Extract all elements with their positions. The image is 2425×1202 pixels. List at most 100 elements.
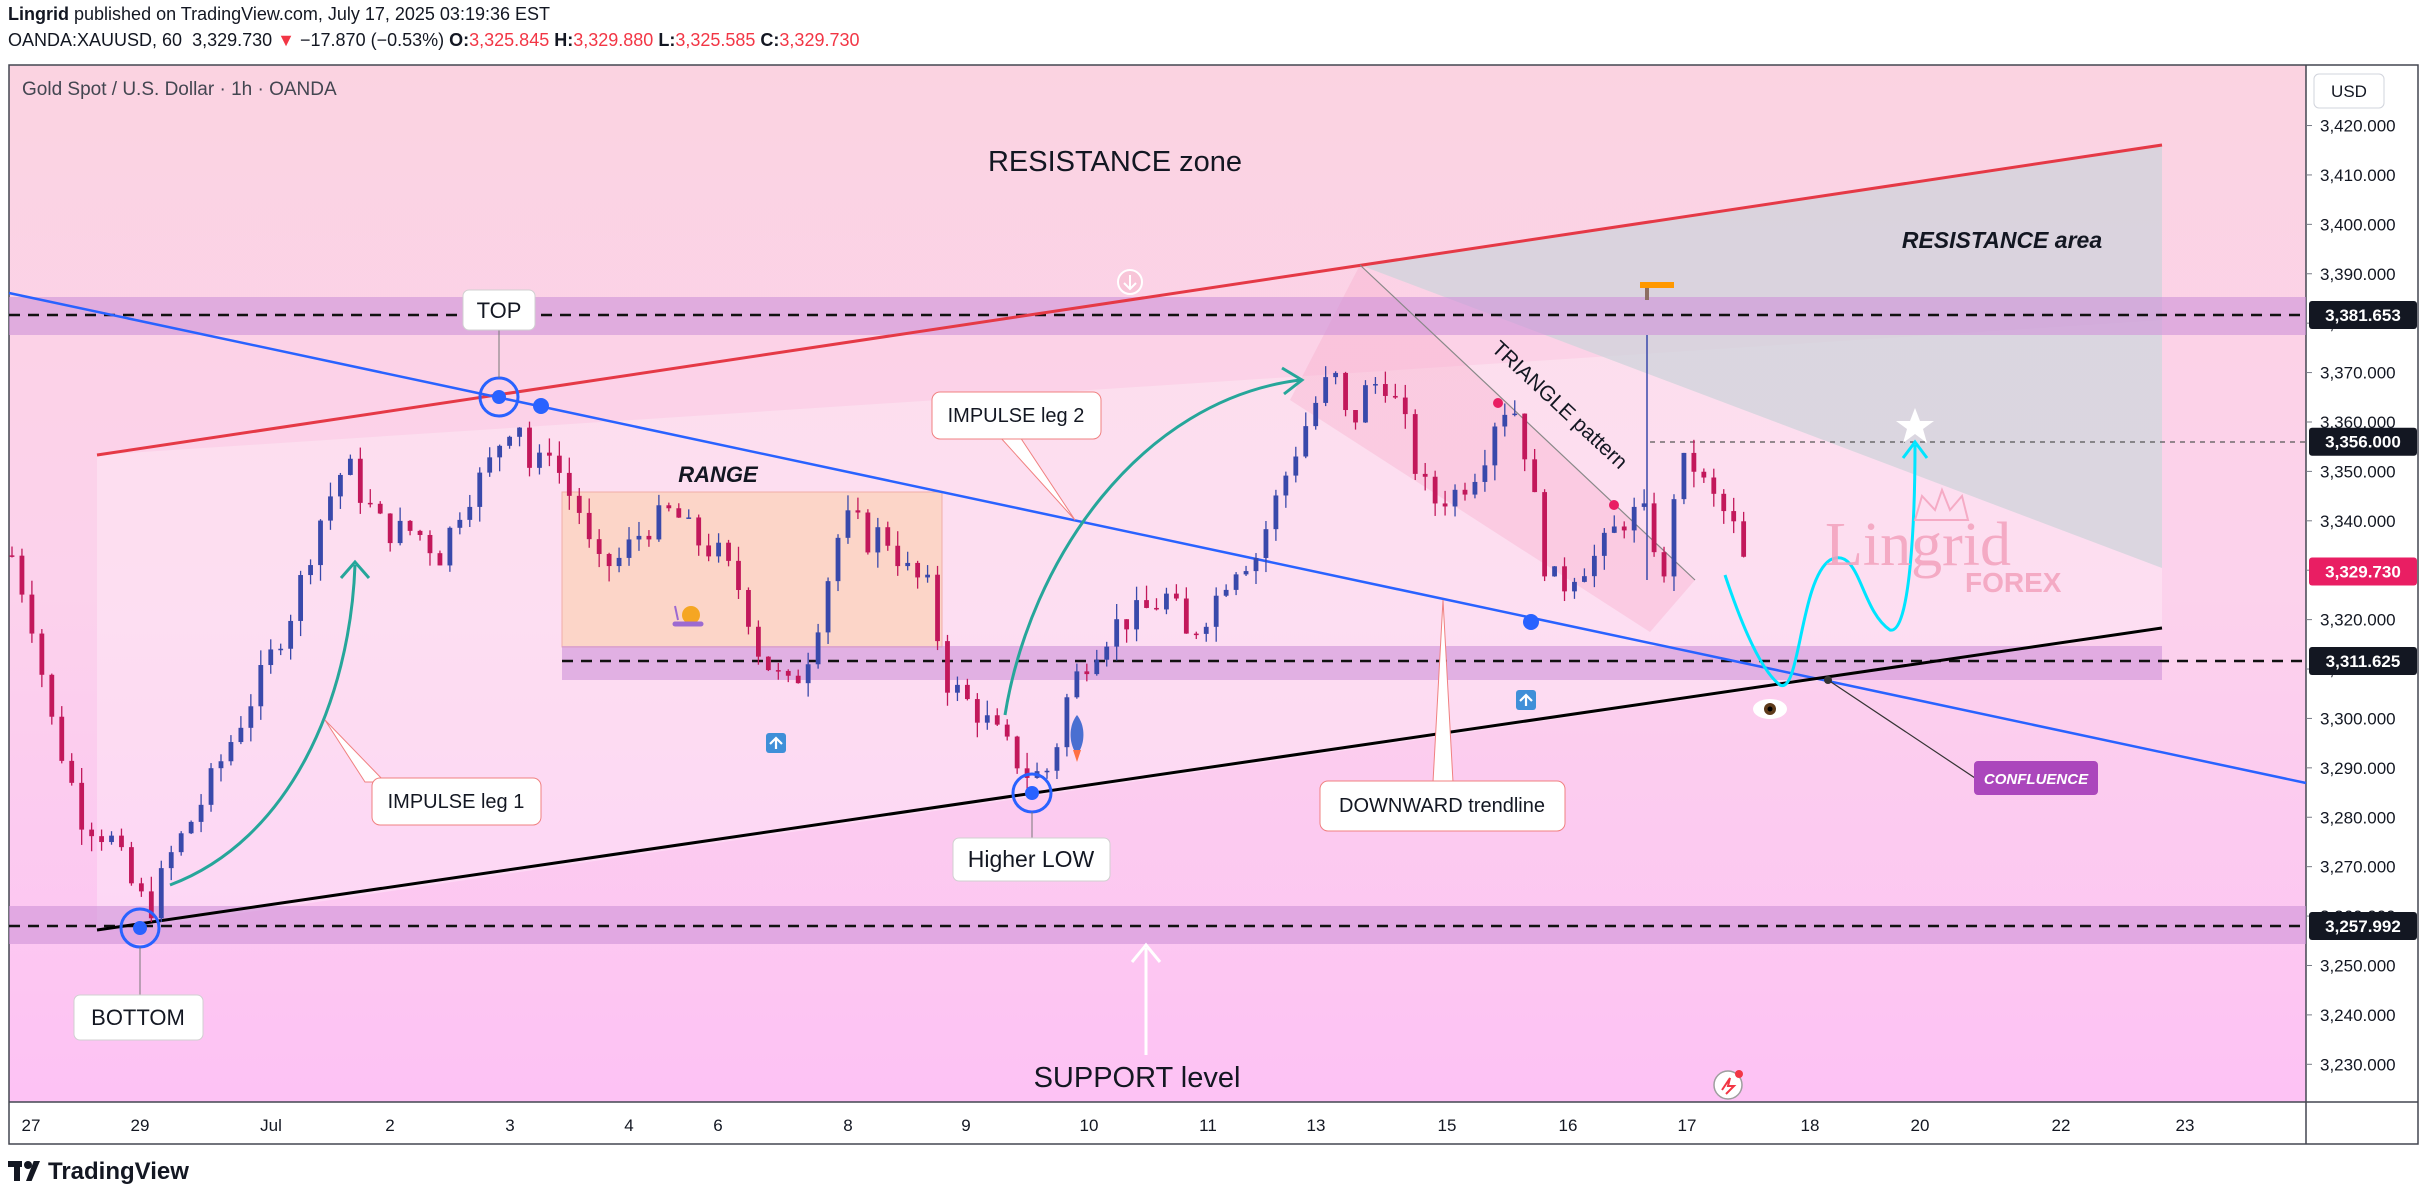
candle-body <box>437 553 443 566</box>
candle-body <box>258 665 264 707</box>
up-arrow-badge-icon[interactable] <box>1516 690 1536 710</box>
trendline-touch-point-2[interactable] <box>1523 614 1539 630</box>
candle-body <box>994 715 1000 725</box>
support-trendline[interactable] <box>96 626 2163 932</box>
time-axis-ticks: 27 29 Jul 2 3 4 6 8 9 10 11 13 15 16 17 18 20 22 23 <box>22 1116 2195 1135</box>
candle-body <box>885 527 891 546</box>
candle-body <box>1353 410 1358 423</box>
resistance-zone-label: RESISTANCE zone <box>988 146 1242 178</box>
bottom-callout[interactable]: BOTTOM <box>73 994 204 1041</box>
watermark-main: Lingrid <box>1825 511 2011 579</box>
candle-body <box>238 727 244 743</box>
candle-body <box>1482 465 1488 482</box>
price-tick-label: 3,250.000 <box>2320 956 2396 975</box>
downward-trendline[interactable] <box>8 291 2307 785</box>
candle-body <box>1074 671 1080 698</box>
candle-body <box>1333 372 1339 378</box>
candle-body <box>1721 493 1727 512</box>
candle-body <box>268 649 274 666</box>
symbol-name[interactable]: OANDA:XAUUSD, 60 <box>8 30 183 50</box>
candle-body <box>845 510 851 538</box>
confluence-callout[interactable]: CONFLUENCE <box>1974 761 2098 795</box>
impulse-leg-2-label: IMPULSE leg 2 <box>948 405 1085 427</box>
high-label: H: <box>554 30 574 50</box>
symbol-line: OANDA:XAUUSD, 60 3,329.730 ▼ −17.870 (−0… <box>8 30 860 51</box>
impulse-leg-1-callout[interactable]: IMPULSE leg 1 <box>371 777 542 826</box>
downward-trendline-callout[interactable]: DOWNWARD trendline <box>1319 780 1566 832</box>
candle-body <box>119 835 124 848</box>
projection-path[interactable] <box>1723 444 1917 687</box>
time-tick-label: 3 <box>505 1116 514 1135</box>
candle-body <box>1552 566 1557 577</box>
price-badge[interactable] <box>2309 557 2417 586</box>
trendline-touch-point-1[interactable] <box>533 398 549 414</box>
candle-body <box>1363 385 1368 423</box>
price-tick-label: 3,390.000 <box>2320 265 2396 284</box>
candle-body <box>1572 581 1577 592</box>
candle-body <box>656 505 662 540</box>
candle-body <box>109 835 114 843</box>
candle-body <box>855 510 861 513</box>
candle-body <box>138 883 144 892</box>
candle-body <box>1711 477 1717 494</box>
candle-body <box>1412 414 1418 474</box>
price-badge[interactable] <box>2309 301 2417 329</box>
price-badges: 3,381.653 3,356.000 3,329.730 3,311.625 3,25… <box>2309 301 2417 940</box>
candle-body <box>935 574 940 642</box>
candle-body <box>974 699 980 723</box>
impulse-leg-2-callout[interactable]: IMPULSE leg 2 <box>931 391 1102 440</box>
price-change: −17.870 (−0.53%) <box>300 30 445 50</box>
candle-body <box>1591 555 1597 577</box>
resistance-trendline[interactable] <box>96 143 2163 457</box>
candle-body <box>1502 414 1508 427</box>
tradingview-footer[interactable]: TradingView <box>8 1158 189 1186</box>
candle-body <box>1273 495 1279 530</box>
candle-body <box>1701 471 1707 478</box>
resistance-area-shade <box>1360 145 2162 568</box>
alert-clock-icon[interactable] <box>1713 1070 1743 1100</box>
time-tick-label: 2 <box>385 1116 394 1135</box>
up-arrow-badge-icon[interactable] <box>766 733 786 753</box>
candle-body <box>29 594 35 634</box>
candle-body <box>447 527 453 566</box>
eye-icon <box>1753 699 1787 719</box>
candle-body <box>1492 426 1498 466</box>
candle-body <box>1054 747 1060 771</box>
time-tick-label: 8 <box>843 1116 852 1135</box>
price-badge[interactable] <box>2309 647 2417 675</box>
candle-body <box>1303 426 1309 457</box>
candle-body <box>168 852 174 869</box>
down-arrow-circle-icon[interactable] <box>1117 269 1143 295</box>
candle-body <box>49 674 55 717</box>
candle-body <box>357 458 363 503</box>
candle-body <box>19 555 25 595</box>
currency-box[interactable] <box>2313 73 2385 109</box>
candle-body <box>1094 659 1100 675</box>
price-badge[interactable] <box>2309 427 2417 456</box>
candle-body <box>815 632 821 665</box>
candle-body <box>1193 633 1199 636</box>
price-badge[interactable] <box>2309 911 2417 940</box>
candle-body <box>1154 607 1159 610</box>
candle-body <box>566 472 572 496</box>
price-tick-label: 3,400.000 <box>2320 215 2396 234</box>
candle-body <box>905 562 911 567</box>
candle-body <box>457 519 463 528</box>
triangle-upper-line[interactable] <box>1359 264 1696 581</box>
candle-body <box>556 455 562 473</box>
candle-body <box>805 664 811 684</box>
top-callout[interactable]: TOP <box>462 289 536 331</box>
candle-body <box>537 452 542 468</box>
candle-body <box>148 891 154 919</box>
candle-body <box>527 427 532 468</box>
triangle-touch-point-1 <box>1493 398 1503 408</box>
publisher-name[interactable]: Lingrid <box>8 4 69 24</box>
candle-body <box>1382 384 1388 396</box>
open-label: O: <box>449 30 470 50</box>
candle-body <box>1422 473 1428 477</box>
chart-title: Gold Spot / U.S. Dollar · 1h · OANDA <box>22 79 337 100</box>
high-value: 3,329.880 <box>573 30 654 50</box>
higher-low-callout[interactable]: Higher LOW <box>952 837 1111 882</box>
time-tick-label: 23 <box>2176 1116 2195 1135</box>
